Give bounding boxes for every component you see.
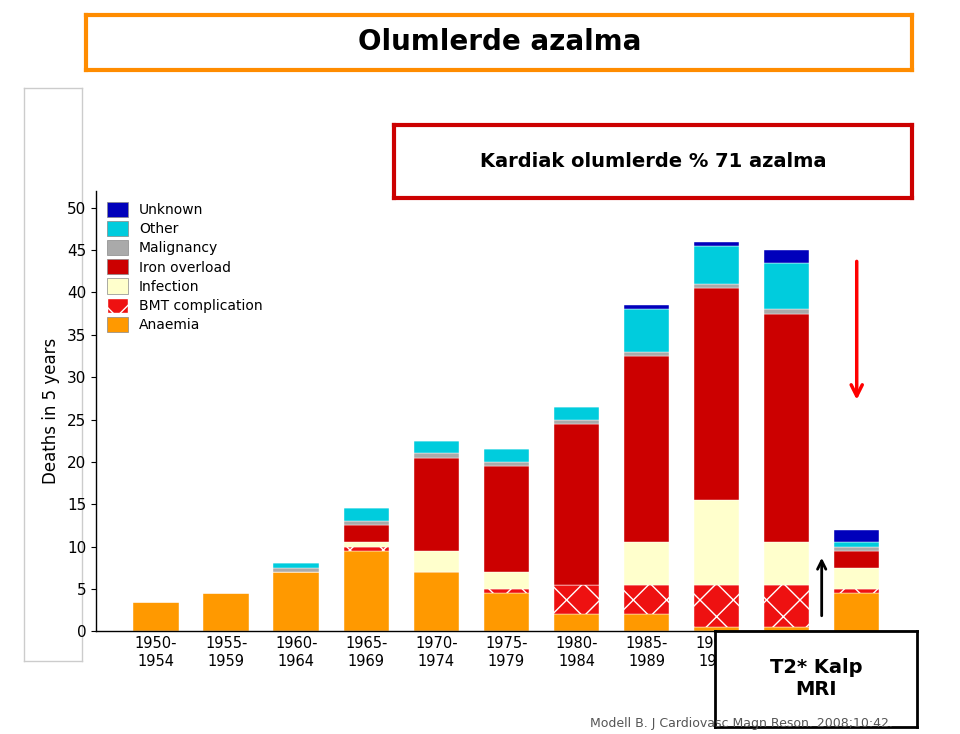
Bar	[344, 542, 389, 547]
Bar	[414, 550, 459, 572]
Bar	[554, 424, 599, 585]
Bar	[834, 547, 879, 550]
Bar	[344, 521, 389, 526]
Bar	[344, 550, 389, 631]
Text: T2* Kalp
MRI: T2* Kalp MRI	[770, 658, 862, 700]
Bar	[764, 263, 809, 310]
Bar	[484, 449, 529, 462]
Bar	[624, 356, 669, 542]
Bar	[624, 305, 669, 310]
Bar	[414, 572, 459, 631]
Bar	[274, 567, 319, 572]
Bar	[554, 585, 599, 614]
Bar	[694, 284, 739, 288]
Bar	[484, 572, 529, 589]
Bar	[834, 567, 879, 589]
Bar	[834, 550, 879, 567]
Bar	[414, 454, 459, 457]
Bar	[764, 310, 809, 313]
Bar	[484, 593, 529, 631]
Bar	[694, 500, 739, 585]
Bar	[133, 602, 179, 631]
Bar	[764, 250, 809, 263]
Bar	[274, 564, 319, 567]
Bar	[554, 420, 599, 424]
Bar	[694, 241, 739, 246]
Bar	[554, 407, 599, 420]
Bar	[834, 542, 879, 547]
Bar	[624, 585, 669, 614]
Bar	[624, 310, 669, 352]
Bar	[834, 593, 879, 631]
Bar	[344, 547, 389, 550]
Bar	[764, 313, 809, 542]
Bar	[274, 572, 319, 631]
Bar	[694, 627, 739, 631]
Bar	[694, 585, 739, 627]
Bar	[764, 542, 809, 585]
Bar	[414, 457, 459, 550]
Y-axis label: Deaths in 5 years: Deaths in 5 years	[42, 338, 60, 484]
Bar	[344, 526, 389, 542]
Bar	[554, 614, 599, 631]
Bar	[834, 530, 879, 542]
Bar	[624, 542, 669, 585]
Bar	[694, 288, 739, 500]
Legend: Unknown, Other, Malignancy, Iron overload, Infection, BMT complication, Anaemia: Unknown, Other, Malignancy, Iron overloa…	[103, 197, 267, 336]
Bar	[764, 585, 809, 627]
Bar	[344, 509, 389, 521]
Bar	[764, 627, 809, 631]
Bar	[694, 246, 739, 284]
Bar	[204, 593, 249, 631]
Bar	[624, 352, 669, 356]
Bar	[484, 466, 529, 572]
Bar	[484, 462, 529, 466]
Text: Modell B. J Cardiovasc Magn Reson. 2008;10:42.: Modell B. J Cardiovasc Magn Reson. 2008;…	[590, 717, 893, 730]
Bar	[834, 589, 879, 593]
Bar	[624, 614, 669, 631]
Text: Olumlerde azalma: Olumlerde azalma	[357, 28, 641, 57]
Bar	[484, 589, 529, 593]
Bar	[414, 440, 459, 454]
Text: Kardiak olumlerde % 71 azalma: Kardiak olumlerde % 71 azalma	[480, 152, 826, 171]
